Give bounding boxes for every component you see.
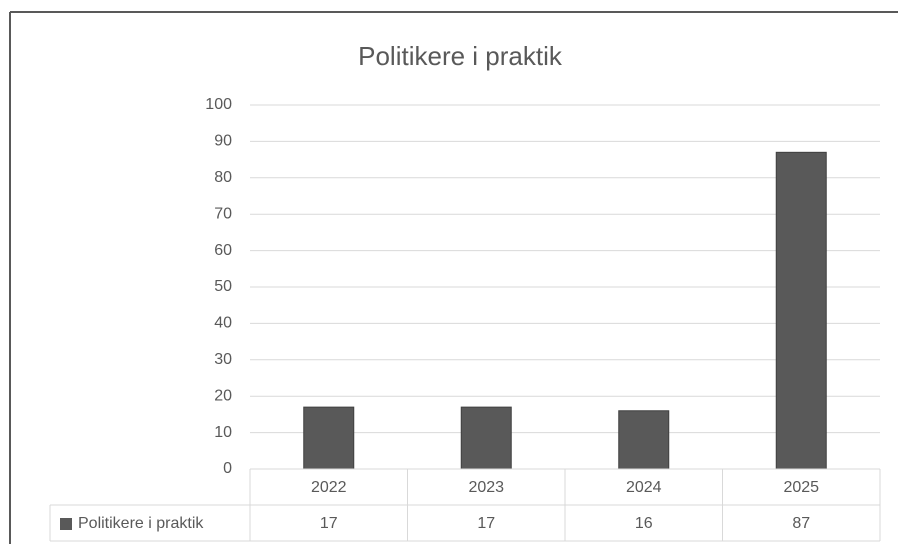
y-tick-label: 80 xyxy=(214,169,232,186)
table-value: 87 xyxy=(792,515,810,532)
bar xyxy=(303,406,355,470)
y-tick-label: 40 xyxy=(214,315,232,332)
y-tick-label: 10 xyxy=(214,424,232,441)
y-tick-label: 100 xyxy=(205,96,232,113)
x-tick-label: 2023 xyxy=(468,479,504,496)
y-tick-label: 70 xyxy=(214,205,232,222)
y-tick-label: 50 xyxy=(214,278,232,295)
legend-marker xyxy=(60,518,72,530)
table-value: 17 xyxy=(477,515,495,532)
bar xyxy=(775,151,827,470)
chart-title: Politikere i praktik xyxy=(358,41,563,71)
table-value: 17 xyxy=(320,515,338,532)
bar xyxy=(460,406,512,470)
y-tick-label: 30 xyxy=(214,351,232,368)
table-value: 16 xyxy=(635,515,653,532)
y-tick-label: 0 xyxy=(223,460,232,477)
x-tick-label: 2025 xyxy=(783,479,819,496)
bar xyxy=(618,410,670,470)
x-tick-label: 2024 xyxy=(626,479,662,496)
y-tick-label: 90 xyxy=(214,133,232,150)
x-tick-label: 2022 xyxy=(311,479,347,496)
y-tick-label: 20 xyxy=(214,387,232,404)
legend-label: Politikere i praktik xyxy=(78,515,204,532)
y-tick-label: 60 xyxy=(214,242,232,259)
